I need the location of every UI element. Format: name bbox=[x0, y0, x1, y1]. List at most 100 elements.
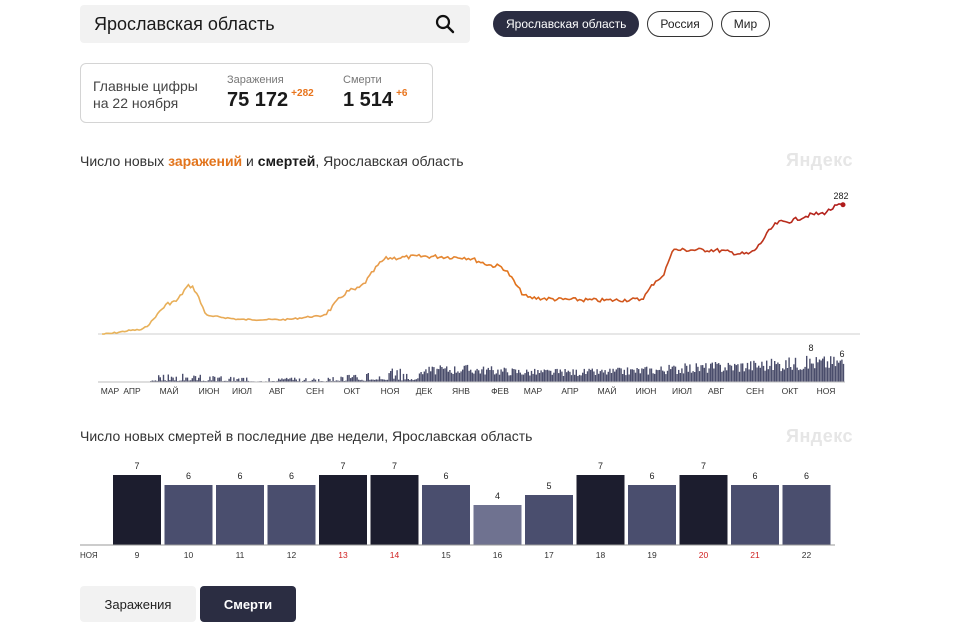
deaths-day-bar bbox=[458, 372, 461, 382]
deaths-day-bar bbox=[593, 371, 595, 382]
deaths-day-bar bbox=[585, 374, 587, 382]
month-tick-label: АПР bbox=[561, 386, 579, 396]
deaths-day-bar bbox=[489, 370, 491, 382]
death-bar[interactable] bbox=[679, 475, 728, 545]
deaths-day-bar bbox=[500, 369, 502, 382]
deaths-day-bar bbox=[807, 368, 809, 382]
deaths-day-bar bbox=[417, 378, 419, 382]
death-bar[interactable] bbox=[267, 485, 316, 545]
infections-deaths-chart[interactable]: 282 8 6 МАР АПР МАЙ ИЮН ИЮЛ АВГ СЕН ОКТ НОЯ ДЕК ЯН… bbox=[0, 170, 960, 410]
deaths-day-bar bbox=[810, 363, 813, 382]
infections-end-point bbox=[840, 202, 846, 208]
deaths-day-bar bbox=[791, 369, 793, 382]
deaths-day-bar bbox=[670, 369, 672, 382]
deaths-day-bar bbox=[682, 373, 685, 382]
deaths-day-bar bbox=[658, 369, 661, 382]
deaths-day-bar bbox=[207, 380, 209, 382]
tab-deaths[interactable]: Смерти bbox=[200, 586, 296, 622]
month-tick-label: ИЮЛ bbox=[232, 386, 252, 396]
deaths-day-bar bbox=[689, 364, 691, 382]
deaths-day-bar bbox=[399, 368, 401, 382]
deaths-day-bar bbox=[626, 367, 629, 382]
deaths-day-bar bbox=[329, 378, 331, 382]
death-bar[interactable] bbox=[576, 475, 625, 545]
deaths-day-bar bbox=[396, 370, 398, 382]
death-bar[interactable] bbox=[782, 485, 831, 545]
death-bar[interactable] bbox=[628, 485, 676, 545]
death-bar[interactable] bbox=[370, 475, 419, 545]
month-axis: МАР АПР МАЙ ИЮН ИЮЛ АВГ СЕН ОКТ НОЯ ДЕК ЯНВ ФЕВ МАР А… bbox=[101, 385, 836, 396]
death-bar-value: 6 bbox=[237, 471, 242, 481]
death-bar[interactable] bbox=[216, 485, 264, 545]
deaths-day-bar bbox=[698, 371, 701, 382]
chart2-watermark: Яндекс bbox=[786, 426, 854, 446]
deaths-day-bar bbox=[777, 362, 779, 382]
deaths-day-bar bbox=[169, 380, 171, 382]
deaths-day-bar bbox=[484, 374, 486, 382]
deaths-two-weeks-chart[interactable]: 7 9 6 10 6 11 6 12 7 13 7 14 6 15 4 16 5 17 7 18 6 19 7 20 6 21 6 2… bbox=[0, 450, 960, 570]
deaths-day-bar bbox=[562, 376, 565, 382]
death-bar-day-label: 20 bbox=[699, 550, 709, 560]
deaths-day-bar bbox=[558, 373, 560, 382]
death-bar[interactable] bbox=[731, 485, 779, 545]
deaths-day-bar bbox=[196, 380, 198, 382]
tab-infections[interactable]: Заражения bbox=[80, 586, 196, 622]
death-bar-day-label: 22 bbox=[802, 550, 812, 560]
deaths-day-bar bbox=[511, 368, 513, 382]
deaths-day-bar bbox=[700, 365, 702, 382]
deaths-day-bar bbox=[164, 380, 166, 382]
deaths-day-bar bbox=[220, 376, 222, 382]
death-bar[interactable] bbox=[525, 495, 573, 545]
deaths-day-bar bbox=[602, 372, 605, 382]
infections-value: 75 172 bbox=[227, 89, 289, 111]
deaths-day-bar bbox=[466, 364, 469, 382]
month-tick-label: ОКТ bbox=[344, 386, 361, 396]
deaths-day-bar bbox=[412, 380, 414, 382]
deaths-day-bar bbox=[524, 373, 526, 382]
deaths-day-bar bbox=[502, 371, 504, 382]
search-input[interactable]: Ярославская область bbox=[94, 13, 275, 34]
deaths-day-bar bbox=[406, 373, 408, 382]
deaths-value: 1 514 bbox=[343, 89, 394, 111]
deaths-day-bar bbox=[454, 366, 456, 382]
deaths-day-bar bbox=[673, 365, 675, 382]
deaths-day-bar bbox=[377, 379, 379, 382]
death-bar[interactable] bbox=[319, 475, 367, 545]
deaths-day-bar bbox=[596, 369, 598, 382]
deaths-day-bar bbox=[447, 371, 449, 382]
death-bar[interactable] bbox=[164, 485, 213, 545]
death-bar-value: 6 bbox=[289, 471, 294, 481]
deaths-day-bar bbox=[769, 365, 771, 382]
deaths-day-bar bbox=[606, 374, 608, 382]
deaths-day-bar bbox=[282, 379, 285, 382]
deaths-day-bar bbox=[801, 369, 803, 382]
infections-end-label: 282 bbox=[833, 191, 848, 201]
deaths-day-bar bbox=[433, 367, 435, 382]
search-icon[interactable] bbox=[434, 13, 456, 35]
deaths-day-bar bbox=[391, 368, 393, 382]
death-bar[interactable] bbox=[422, 485, 470, 545]
deaths-day-bar bbox=[554, 369, 557, 382]
deaths-day-bar bbox=[716, 363, 718, 382]
death-bar[interactable] bbox=[473, 505, 522, 545]
region-search[interactable]: Ярославская область bbox=[80, 5, 470, 43]
region-tab-russia[interactable]: Россия bbox=[647, 11, 713, 37]
deaths-day-bar bbox=[644, 367, 646, 382]
deaths-day-bar bbox=[182, 373, 184, 382]
deaths-day-bar bbox=[521, 374, 523, 382]
month-tick-label: АВГ bbox=[708, 386, 724, 396]
month-tick-label: АПР bbox=[123, 386, 141, 396]
deaths-day-bar bbox=[214, 376, 216, 382]
death-bar[interactable] bbox=[113, 475, 161, 545]
deaths-day-bar bbox=[286, 377, 288, 382]
deaths-day-bar bbox=[170, 376, 173, 382]
death-bar-value: 7 bbox=[701, 461, 706, 471]
region-tab-world[interactable]: Мир bbox=[720, 11, 771, 37]
deaths-day-bar bbox=[514, 369, 517, 382]
region-tab-yaroslavl[interactable]: Ярославская область bbox=[493, 11, 640, 37]
deaths-day-bar bbox=[327, 377, 329, 382]
month-tick-label: НОЯ bbox=[817, 386, 836, 396]
death-bar-day-label: 17 bbox=[544, 550, 554, 560]
deaths-day-bar bbox=[766, 360, 768, 382]
deaths-day-bar bbox=[289, 378, 291, 382]
